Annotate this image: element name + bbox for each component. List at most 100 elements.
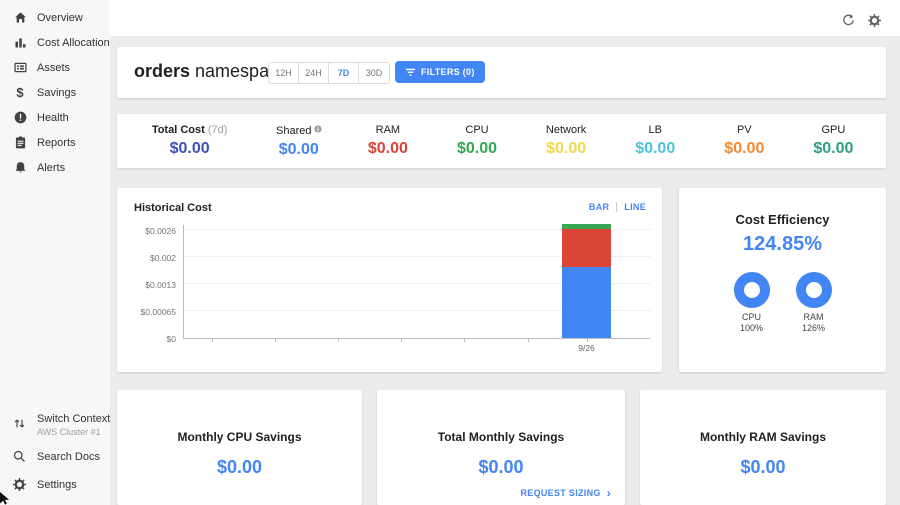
sidebar-nav: Overview Cost Allocation Assets $ Saving… [0, 5, 110, 180]
namespace-type: namespace [190, 61, 289, 81]
bar-chart-icon [12, 35, 28, 51]
savings-title: Monthly RAM Savings [699, 430, 826, 444]
bar-segment-green [562, 223, 611, 230]
stat-label: LB [648, 124, 662, 136]
sidebar-item-label: Reports [37, 136, 76, 149]
stat-value: $0.00 [278, 140, 319, 158]
stacked-cost-bar[interactable] [562, 223, 611, 338]
stat-label: Network [545, 124, 587, 136]
gridline [184, 283, 651, 284]
sidebar-item-reports[interactable]: Reports [0, 130, 110, 155]
switch-context-button[interactable]: Switch Context AWS Cluster #1 [0, 407, 110, 443]
stat-network: Network $0.00 [522, 124, 611, 158]
search-docs-button[interactable]: Search Docs [0, 443, 110, 471]
stat-value: $0.00 [456, 140, 498, 157]
x-tick [401, 339, 402, 342]
settings-label: Settings [37, 479, 77, 491]
stat-ram: RAM $0.00 [343, 124, 432, 158]
gridline [184, 256, 651, 257]
x-tick [212, 339, 213, 342]
efficiency-donuts: CPU 100% RAM 126% [679, 272, 886, 334]
donut-label: RAM [803, 312, 824, 322]
monthly-cpu-savings-card: Monthly CPU Savings $0.00 [117, 390, 362, 505]
stat-value: $0.00 [169, 140, 210, 157]
stat-label-suffix: (7d) [207, 124, 228, 136]
sidebar-item-health[interactable]: Health [0, 105, 110, 130]
stat-label: CPU [465, 124, 489, 136]
stat-label: Shared [276, 124, 312, 137]
y-tick-label: $0 [166, 334, 176, 344]
time-range-7d[interactable]: 7D [329, 63, 359, 83]
alert-circle-icon [12, 110, 28, 126]
dollar-icon: $ [16, 85, 24, 100]
time-range-24h[interactable]: 24H [299, 63, 329, 83]
settings-button[interactable]: Settings [0, 471, 110, 499]
search-docs-label: Search Docs [37, 451, 100, 463]
mouse-cursor [0, 492, 9, 505]
request-sizing-link[interactable]: REQUEST SIZING › [520, 487, 611, 499]
filter-icon [406, 68, 415, 76]
cpu-efficiency: CPU 100% [733, 272, 770, 334]
bell-icon [12, 160, 28, 176]
sidebar-item-alerts[interactable]: Alerts [0, 155, 110, 180]
sidebar-item-savings[interactable]: $ Savings [0, 80, 110, 105]
bar-view-button[interactable]: BAR [588, 202, 610, 212]
sidebar-item-assets[interactable]: Assets [0, 55, 110, 80]
stat-label: RAM [375, 124, 401, 136]
filters-button-label: FILTERS (0) [421, 67, 475, 77]
gear-icon[interactable] [867, 13, 882, 28]
savings-value: $0.00 [740, 457, 786, 477]
time-range-30d[interactable]: 30D [365, 68, 383, 78]
switch-context-label: Switch Context [37, 413, 111, 425]
stat-label: Total Cost [151, 124, 205, 136]
stat-lb: LB $0.00 [611, 124, 700, 158]
x-tick [338, 339, 339, 342]
chart-plot-area: 9/26 [183, 223, 651, 353]
sidebar-item-label: Assets [37, 61, 71, 74]
savings-title: Total Monthly Savings [437, 430, 565, 444]
swap-vertical-icon [12, 416, 28, 432]
stat-gpu: GPU $0.00 [789, 124, 878, 158]
donut-value: 100% [739, 323, 764, 333]
home-icon [12, 10, 28, 26]
sidebar-item-overview[interactable]: Overview [0, 5, 110, 30]
current-context-label: AWS Cluster #1 [37, 427, 101, 437]
stat-label: GPU [821, 124, 846, 136]
sidebar-item-cost-allocation[interactable]: Cost Allocation [0, 30, 110, 55]
stat-cpu: CPU $0.00 [432, 124, 521, 158]
total-monthly-savings-card: Total Monthly Savings $0.00 REQUEST SIZI… [377, 390, 625, 505]
sidebar-item-label: Overview [37, 11, 83, 24]
time-range-12h[interactable]: 12H [269, 63, 299, 83]
gridline [184, 310, 651, 311]
monthly-ram-savings-card: Monthly RAM Savings $0.00 [640, 390, 886, 505]
namespace-name: orders [134, 61, 191, 81]
x-tick [464, 339, 465, 342]
cost-summary-card: Total Cost (7d) $0.00 Shared $0.00 RAM $… [117, 114, 886, 168]
filters-button[interactable]: FILTERS (0) [395, 61, 485, 83]
search-icon [12, 449, 28, 465]
cost-efficiency-card: Cost Efficiency 124.85% CPU 100% RAM 126% [679, 188, 886, 372]
donut-label: CPU [741, 312, 761, 322]
donut-value: 126% [801, 323, 826, 333]
x-tick-label: 9/26 [578, 343, 595, 353]
refresh-icon[interactable] [841, 13, 856, 28]
gridline [184, 229, 651, 230]
info-icon[interactable] [313, 124, 322, 136]
chart-title: Historical Cost [134, 202, 212, 214]
stat-value: $0.00 [546, 140, 587, 157]
stat-value: $0.00 [367, 140, 408, 157]
stat-value: $0.00 [724, 140, 765, 157]
ram-efficiency: RAM 126% [795, 272, 832, 334]
savings-value: $0.00 [216, 457, 263, 477]
ram-donut-chart [795, 272, 832, 308]
historical-cost-card: Historical Cost BAR LINE $0.0026 $0.002 … [117, 188, 662, 372]
y-tick-label: $0.0026 [145, 226, 176, 236]
stat-total-cost: Total Cost (7d) $0.00 [125, 124, 254, 158]
topbar [110, 0, 900, 36]
stat-pv: PV $0.00 [700, 124, 789, 158]
gear-icon [12, 477, 28, 493]
y-tick-label: $0.00065 [140, 307, 176, 317]
line-view-button[interactable]: LINE [624, 202, 646, 212]
bar-segment-red [562, 229, 611, 268]
